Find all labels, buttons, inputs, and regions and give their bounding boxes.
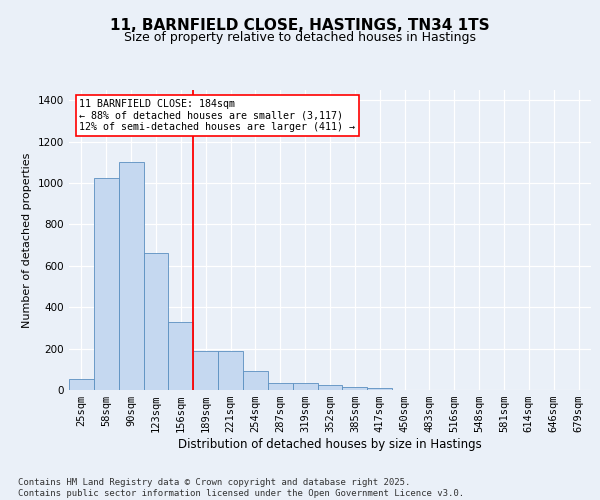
Bar: [343, 387, 367, 390]
X-axis label: Distribution of detached houses by size in Hastings: Distribution of detached houses by size …: [178, 438, 482, 451]
Bar: [317, 385, 343, 390]
Bar: [268, 383, 293, 390]
Bar: [367, 388, 392, 390]
Text: 11, BARNFIELD CLOSE, HASTINGS, TN34 1TS: 11, BARNFIELD CLOSE, HASTINGS, TN34 1TS: [110, 18, 490, 32]
Bar: [69, 378, 94, 390]
Bar: [293, 383, 317, 390]
Bar: [243, 372, 268, 390]
Bar: [143, 254, 169, 390]
Text: Size of property relative to detached houses in Hastings: Size of property relative to detached ho…: [124, 31, 476, 44]
Bar: [94, 178, 119, 390]
Y-axis label: Number of detached properties: Number of detached properties: [22, 152, 32, 328]
Bar: [169, 322, 193, 390]
Bar: [193, 350, 218, 390]
Bar: [119, 162, 143, 390]
Text: Contains HM Land Registry data © Crown copyright and database right 2025.
Contai: Contains HM Land Registry data © Crown c…: [18, 478, 464, 498]
Text: 11 BARNFIELD CLOSE: 184sqm
← 88% of detached houses are smaller (3,117)
12% of s: 11 BARNFIELD CLOSE: 184sqm ← 88% of deta…: [79, 99, 355, 132]
Bar: [218, 350, 243, 390]
